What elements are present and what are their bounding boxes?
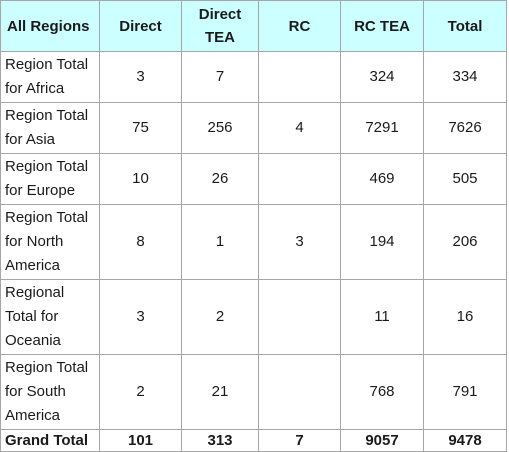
region-label: Region Total for Asia bbox=[0, 102, 100, 154]
region-label: Region Total for Africa bbox=[0, 51, 100, 103]
rc-tea-cell: 469 bbox=[340, 153, 424, 205]
direct-cell: 3 bbox=[99, 51, 182, 103]
direct-tea-cell: 7 bbox=[181, 51, 259, 103]
header-all-regions: All Regions bbox=[0, 0, 100, 52]
grand-total-rc: 7 bbox=[258, 429, 341, 452]
rc-cell bbox=[258, 153, 341, 205]
direct-tea-cell: 1 bbox=[181, 204, 259, 280]
direct-cell: 3 bbox=[99, 279, 182, 355]
table-row: Region Total for Europe 10 26 469 505 bbox=[0, 153, 507, 205]
total-cell: 791 bbox=[423, 354, 507, 430]
direct-cell: 10 bbox=[99, 153, 182, 205]
header-rc-tea: RC TEA bbox=[340, 0, 424, 52]
table-row: Regional Total for Oceania 3 2 11 16 bbox=[0, 279, 507, 355]
total-cell: 334 bbox=[423, 51, 507, 103]
direct-tea-cell: 21 bbox=[181, 354, 259, 430]
region-label: Region Total for Europe bbox=[0, 153, 100, 205]
table-row: Region Total for North America 8 1 3 194… bbox=[0, 204, 507, 280]
total-cell: 7626 bbox=[423, 102, 507, 154]
grand-total-row: Grand Total 101 313 7 9057 9478 bbox=[0, 429, 507, 452]
header-total: Total bbox=[423, 0, 507, 52]
grand-total-direct: 101 bbox=[99, 429, 182, 452]
rc-tea-cell: 324 bbox=[340, 51, 424, 103]
rc-tea-cell: 768 bbox=[340, 354, 424, 430]
rc-tea-cell: 7291 bbox=[340, 102, 424, 154]
rc-cell: 3 bbox=[258, 204, 341, 280]
rc-cell bbox=[258, 51, 341, 103]
rc-cell: 4 bbox=[258, 102, 341, 154]
direct-tea-cell: 26 bbox=[181, 153, 259, 205]
region-label: Regional Total for Oceania bbox=[0, 279, 100, 355]
direct-cell: 75 bbox=[99, 102, 182, 154]
header-direct-tea: Direct TEA bbox=[181, 0, 259, 52]
grand-total-direct-tea: 313 bbox=[181, 429, 259, 452]
rc-tea-cell: 194 bbox=[340, 204, 424, 280]
region-label: Region Total for South America bbox=[0, 354, 100, 430]
total-cell: 505 bbox=[423, 153, 507, 205]
rc-tea-cell: 11 bbox=[340, 279, 424, 355]
table-row: Region Total for Africa 3 7 324 334 bbox=[0, 51, 507, 103]
direct-cell: 2 bbox=[99, 354, 182, 430]
rc-cell bbox=[258, 354, 341, 430]
region-label: Region Total for North America bbox=[0, 204, 100, 280]
grand-total-total: 9478 bbox=[423, 429, 507, 452]
header-row: All Regions Direct Direct TEA RC RC TEA … bbox=[0, 0, 507, 52]
direct-cell: 8 bbox=[99, 204, 182, 280]
header-rc: RC bbox=[258, 0, 341, 52]
table-row: Region Total for Asia 75 256 4 7291 7626 bbox=[0, 102, 507, 154]
direct-tea-cell: 256 bbox=[181, 102, 259, 154]
table-row: Region Total for South America 2 21 768 … bbox=[0, 354, 507, 430]
rc-cell bbox=[258, 279, 341, 355]
direct-tea-cell: 2 bbox=[181, 279, 259, 355]
header-direct: Direct bbox=[99, 0, 182, 52]
total-cell: 16 bbox=[423, 279, 507, 355]
grand-total-label: Grand Total bbox=[0, 429, 100, 452]
grand-total-rc-tea: 9057 bbox=[340, 429, 424, 452]
total-cell: 206 bbox=[423, 204, 507, 280]
